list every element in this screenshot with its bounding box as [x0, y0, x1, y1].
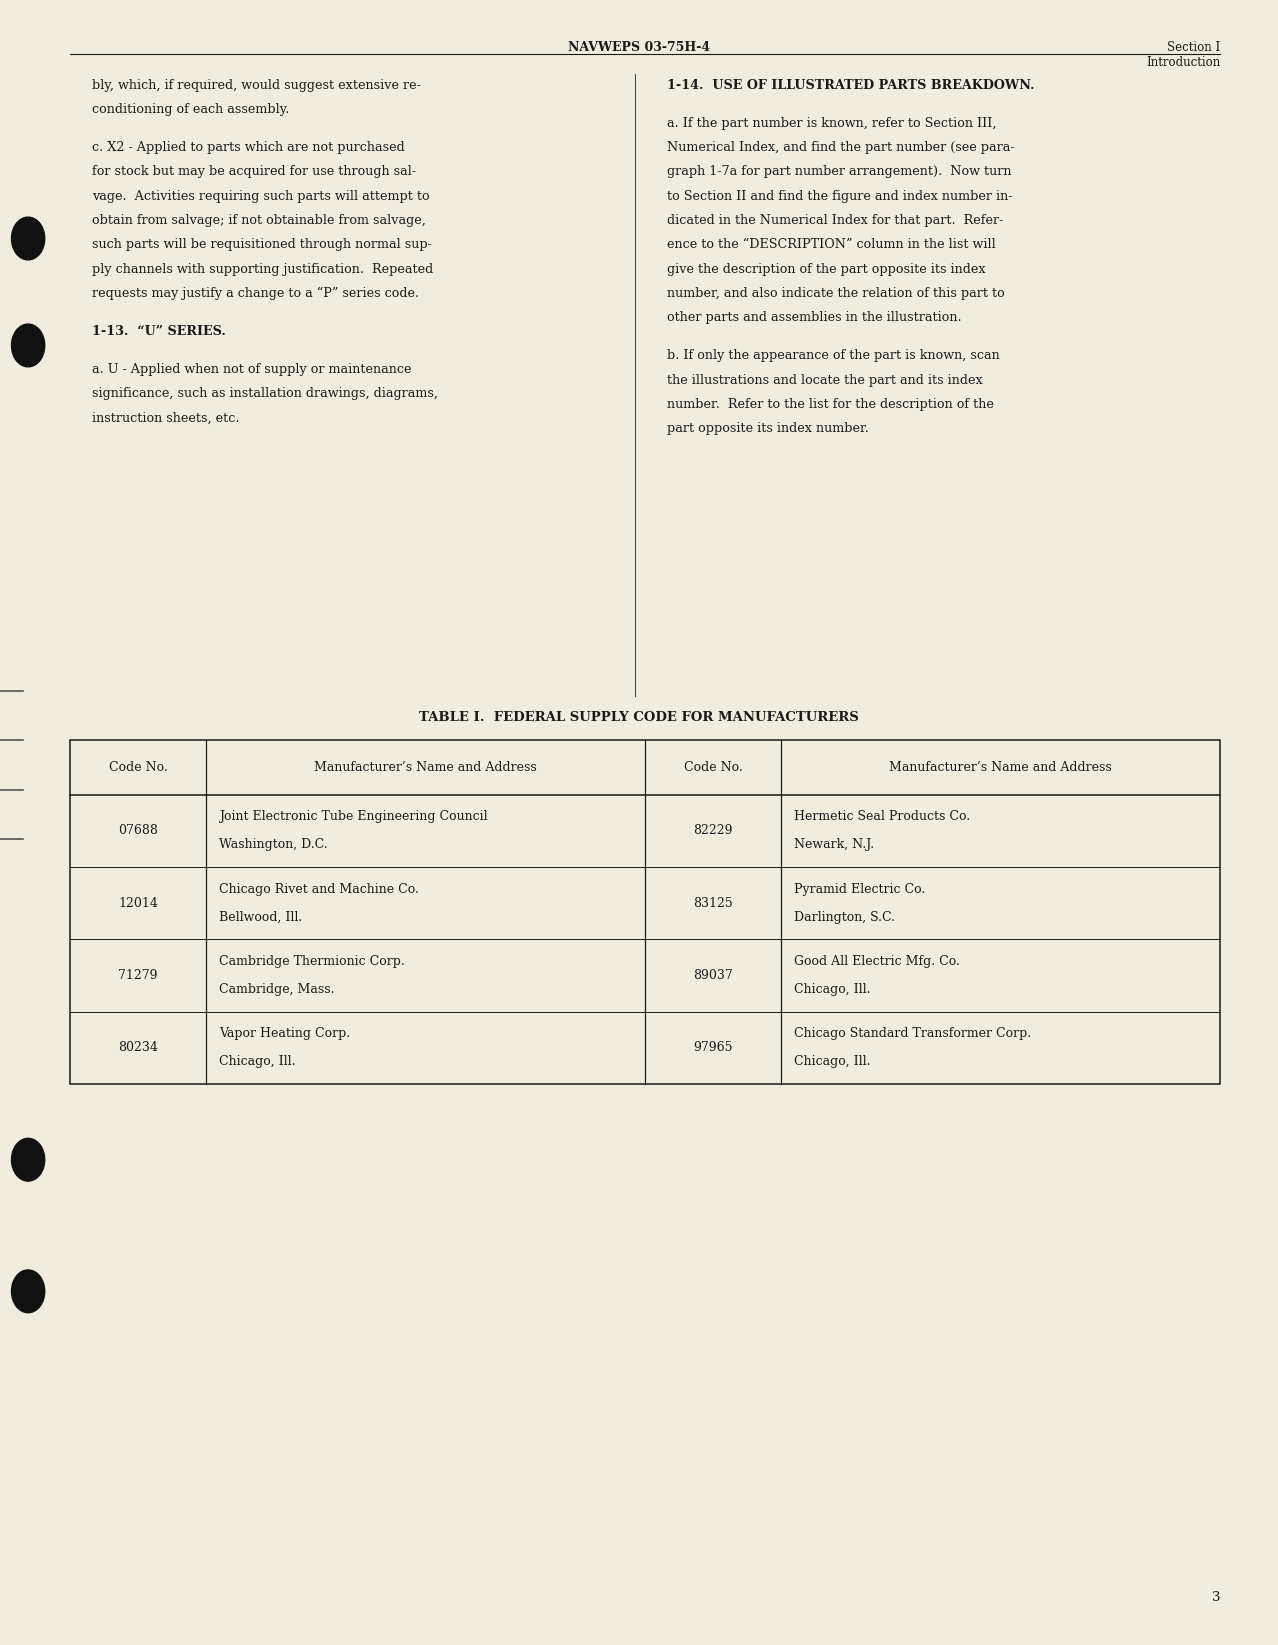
Text: to Section II and find the figure and index number in-: to Section II and find the figure and in…	[667, 189, 1012, 202]
Text: 1-14.  USE OF ILLUSTRATED PARTS BREAKDOWN.: 1-14. USE OF ILLUSTRATED PARTS BREAKDOWN…	[667, 79, 1035, 92]
Text: give the description of the part opposite its index: give the description of the part opposit…	[667, 263, 985, 276]
Text: Bellwood, Ill.: Bellwood, Ill.	[219, 911, 302, 923]
Text: significance, such as installation drawings, diagrams,: significance, such as installation drawi…	[92, 387, 438, 400]
Text: requests may justify a change to a “P” series code.: requests may justify a change to a “P” s…	[92, 288, 419, 301]
Text: ply channels with supporting justification.  Repeated: ply channels with supporting justificati…	[92, 263, 433, 276]
Text: conditioning of each assembly.: conditioning of each assembly.	[92, 104, 289, 117]
Text: Good All Electric Mfg. Co.: Good All Electric Mfg. Co.	[794, 956, 960, 967]
Circle shape	[12, 1270, 45, 1313]
Text: Newark, N.J.: Newark, N.J.	[794, 839, 874, 850]
Text: other parts and assemblies in the illustration.: other parts and assemblies in the illust…	[667, 311, 962, 324]
Text: number.  Refer to the list for the description of the: number. Refer to the list for the descri…	[667, 398, 994, 411]
Text: a. U - Applied when not of supply or maintenance: a. U - Applied when not of supply or mai…	[92, 362, 412, 375]
Text: for stock but may be acquired for use through sal-: for stock but may be acquired for use th…	[92, 166, 417, 178]
Text: obtain from salvage; if not obtainable from salvage,: obtain from salvage; if not obtainable f…	[92, 214, 426, 227]
Text: Chicago, Ill.: Chicago, Ill.	[219, 1056, 295, 1068]
Circle shape	[12, 324, 45, 367]
Circle shape	[12, 1138, 45, 1181]
Text: ence to the “DESCRIPTION” column in the list will: ence to the “DESCRIPTION” column in the …	[667, 239, 996, 252]
Text: Chicago, Ill.: Chicago, Ill.	[794, 984, 870, 995]
Text: Hermetic Seal Products Co.: Hermetic Seal Products Co.	[794, 811, 970, 822]
Text: Pyramid Electric Co.: Pyramid Electric Co.	[794, 883, 925, 895]
Text: Darlington, S.C.: Darlington, S.C.	[794, 911, 895, 923]
Text: TABLE I.  FEDERAL SUPPLY CODE FOR MANUFACTURERS: TABLE I. FEDERAL SUPPLY CODE FOR MANUFAC…	[419, 711, 859, 724]
Text: dicated in the Numerical Index for that part.  Refer-: dicated in the Numerical Index for that …	[667, 214, 1003, 227]
Text: Cambridge, Mass.: Cambridge, Mass.	[219, 984, 335, 995]
Bar	[70, 740, 1220, 1084]
Text: part opposite its index number.: part opposite its index number.	[667, 423, 869, 436]
Text: 89037: 89037	[694, 969, 734, 982]
Text: graph 1-7a for part number arrangement).  Now turn: graph 1-7a for part number arrangement).…	[667, 166, 1012, 178]
Text: Vapor Heating Corp.: Vapor Heating Corp.	[219, 1028, 350, 1040]
Text: Numerical Index, and find the part number (see para-: Numerical Index, and find the part numbe…	[667, 141, 1015, 155]
Text: the illustrations and locate the part and its index: the illustrations and locate the part an…	[667, 373, 983, 387]
Text: Section I: Section I	[1167, 41, 1220, 54]
Text: Code No.: Code No.	[684, 762, 743, 773]
Text: NAVWEPS 03-75H-4: NAVWEPS 03-75H-4	[567, 41, 711, 54]
Text: 1-13.  “U” SERIES.: 1-13. “U” SERIES.	[92, 324, 226, 337]
Text: 3: 3	[1212, 1591, 1220, 1604]
Text: such parts will be requisitioned through normal sup-: such parts will be requisitioned through…	[92, 239, 432, 252]
Text: Chicago Standard Transformer Corp.: Chicago Standard Transformer Corp.	[794, 1028, 1031, 1040]
Text: Joint Electronic Tube Engineering Council: Joint Electronic Tube Engineering Counci…	[219, 811, 487, 822]
Text: 82229: 82229	[694, 824, 734, 837]
Text: Cambridge Thermionic Corp.: Cambridge Thermionic Corp.	[219, 956, 405, 967]
Text: Introduction: Introduction	[1146, 56, 1220, 69]
Text: Washington, D.C.: Washington, D.C.	[219, 839, 327, 850]
Text: instruction sheets, etc.: instruction sheets, etc.	[92, 411, 239, 424]
Text: Manufacturer’s Name and Address: Manufacturer’s Name and Address	[314, 762, 537, 773]
Text: a. If the part number is known, refer to Section III,: a. If the part number is known, refer to…	[667, 117, 997, 130]
Text: bly, which, if required, would suggest extensive re-: bly, which, if required, would suggest e…	[92, 79, 420, 92]
Text: number, and also indicate the relation of this part to: number, and also indicate the relation o…	[667, 288, 1005, 299]
Text: Manufacturer’s Name and Address: Manufacturer’s Name and Address	[889, 762, 1112, 773]
Text: 07688: 07688	[118, 824, 158, 837]
Text: vage.  Activities requiring such parts will attempt to: vage. Activities requiring such parts wi…	[92, 189, 429, 202]
Text: 83125: 83125	[694, 897, 734, 910]
Text: 97965: 97965	[694, 1041, 734, 1054]
Circle shape	[12, 217, 45, 260]
Text: b. If only the appearance of the part is known, scan: b. If only the appearance of the part is…	[667, 349, 999, 362]
Text: 80234: 80234	[118, 1041, 158, 1054]
Text: Chicago, Ill.: Chicago, Ill.	[794, 1056, 870, 1068]
Text: Chicago Rivet and Machine Co.: Chicago Rivet and Machine Co.	[219, 883, 419, 895]
Text: 12014: 12014	[118, 897, 158, 910]
Text: Code No.: Code No.	[109, 762, 167, 773]
Text: 71279: 71279	[119, 969, 158, 982]
Text: c. X2 - Applied to parts which are not purchased: c. X2 - Applied to parts which are not p…	[92, 141, 405, 155]
